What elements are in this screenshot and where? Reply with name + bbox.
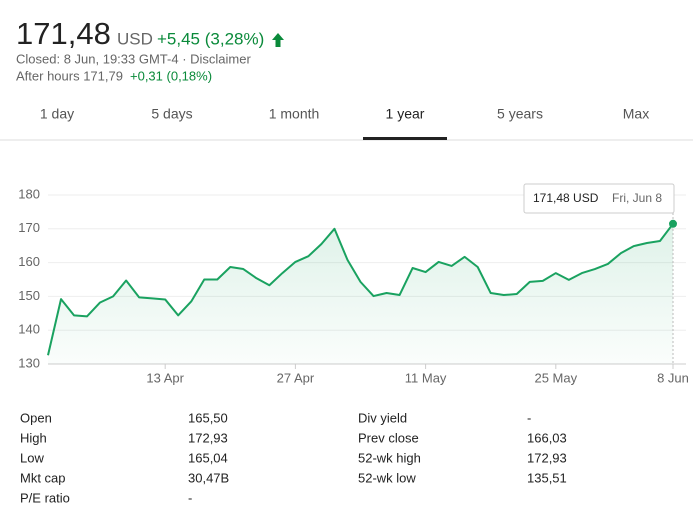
tab[interactable]: 1 year <box>386 106 425 122</box>
x-tick-label: 27 Apr <box>277 370 315 385</box>
stat-label: High <box>20 430 47 445</box>
stat-value: 166,03 <box>527 430 567 445</box>
stat-label: 52-wk low <box>358 470 416 485</box>
stat-label: Mkt cap <box>20 470 66 485</box>
stat-label: Open <box>20 410 52 425</box>
change: +5,45 (3,28%) <box>157 29 264 48</box>
closed-info: Closed: 8 Jun, 19:33 GMT-4 · Disclaimer <box>16 51 251 66</box>
tab[interactable]: 5 days <box>151 106 192 122</box>
y-tick-label: 180 <box>18 186 40 201</box>
y-tick-label: 170 <box>18 220 40 235</box>
stat-label: P/E ratio <box>20 490 70 505</box>
up-arrow <box>272 33 284 47</box>
stat-label: Prev close <box>358 430 419 445</box>
stat-label: Div yield <box>358 410 407 425</box>
y-tick-label: 160 <box>18 254 40 269</box>
price: 171,48 <box>16 16 111 51</box>
y-tick-label: 130 <box>18 355 40 370</box>
stat-value: - <box>527 410 531 425</box>
after-hours-change: +0,31 (0,18%) <box>130 68 212 83</box>
tab[interactable]: 1 day <box>40 106 74 122</box>
tab-underline <box>363 137 447 140</box>
tab[interactable]: Max <box>623 106 649 122</box>
stat-value: 30,47B <box>188 470 229 485</box>
price-line <box>47 223 674 356</box>
x-tick-label: 25 May <box>534 370 577 385</box>
tab[interactable]: 5 years <box>497 106 543 122</box>
y-tick-label: 150 <box>18 288 40 303</box>
tooltip-box <box>523 183 675 214</box>
tab[interactable]: 1 month <box>269 106 320 122</box>
area-fill <box>48 223 673 364</box>
stat-value: 165,04 <box>188 450 228 465</box>
stat-value: 172,93 <box>188 430 228 445</box>
x-tick-label: 11 May <box>405 370 447 385</box>
stat-value: 172,93 <box>527 450 567 465</box>
tooltip-date: Fri, Jun 8 <box>612 191 662 205</box>
stat-label: Low <box>20 450 44 465</box>
stat-label: 52-wk high <box>358 450 421 465</box>
tooltip-value: 171,48 USD <box>533 191 599 205</box>
currency: USD <box>117 29 153 48</box>
x-tick-label: 8 Jun <box>657 370 689 385</box>
end-point <box>669 219 677 228</box>
x-tick-label: 13 Apr <box>146 370 184 385</box>
stat-value: 135,51 <box>527 470 567 485</box>
stat-value: 165,50 <box>188 410 228 425</box>
y-tick-label: 140 <box>18 322 40 337</box>
stat-value: - <box>188 490 192 505</box>
after-hours: After hours 171,79 <box>16 68 123 83</box>
